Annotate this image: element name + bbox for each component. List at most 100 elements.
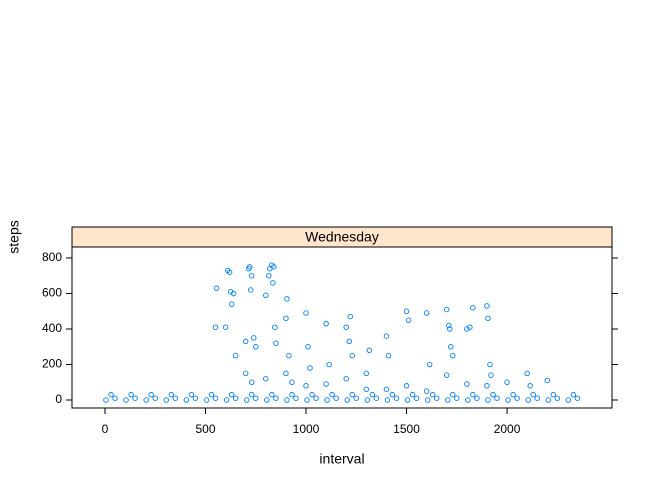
point	[433, 395, 440, 401]
point	[112, 395, 118, 401]
point	[303, 383, 309, 389]
x-tick-label: 0	[102, 422, 109, 436]
point	[465, 397, 471, 403]
point	[248, 379, 255, 386]
point	[393, 395, 400, 401]
point	[505, 397, 511, 403]
point	[329, 391, 335, 398]
point	[232, 395, 239, 401]
point	[353, 395, 360, 401]
point	[148, 391, 154, 398]
point	[289, 391, 295, 398]
point	[284, 296, 290, 302]
point	[574, 395, 581, 401]
point	[309, 391, 315, 398]
point	[373, 395, 380, 401]
point	[383, 386, 390, 393]
point	[565, 397, 572, 403]
point	[349, 352, 356, 359]
point	[323, 320, 329, 327]
point	[488, 372, 494, 378]
point	[143, 397, 149, 403]
point	[349, 391, 356, 398]
point	[226, 269, 233, 275]
x-axis-label: interval	[319, 451, 364, 467]
x-tick-label: 500	[195, 422, 215, 436]
y-axis-label: steps	[6, 220, 22, 253]
point	[313, 395, 319, 401]
point	[213, 285, 220, 291]
point	[467, 324, 473, 330]
point	[484, 383, 490, 389]
point	[246, 264, 253, 270]
point	[554, 395, 561, 401]
point	[248, 273, 255, 279]
point	[443, 372, 450, 378]
x-tick-label: 1000	[293, 422, 320, 436]
point	[228, 301, 235, 307]
point	[263, 375, 269, 382]
point	[304, 397, 310, 403]
y-tick-label: 800	[42, 250, 62, 264]
point	[447, 326, 453, 332]
point	[450, 352, 456, 359]
point	[248, 391, 255, 398]
point	[363, 386, 370, 393]
point	[369, 391, 376, 398]
point	[183, 397, 190, 403]
point	[448, 344, 454, 350]
point	[307, 365, 313, 371]
point	[273, 395, 279, 401]
y-tick-label: 400	[42, 321, 62, 335]
point	[283, 370, 289, 377]
point	[404, 397, 411, 403]
point	[364, 397, 371, 403]
point	[423, 388, 430, 394]
point	[343, 375, 349, 382]
point	[405, 317, 412, 323]
panel	[71, 246, 613, 409]
point	[384, 397, 391, 403]
point	[324, 397, 330, 403]
point	[152, 395, 158, 401]
point	[485, 397, 491, 403]
point	[286, 352, 292, 359]
point	[253, 395, 259, 401]
point	[326, 361, 332, 368]
point	[383, 333, 390, 339]
point	[446, 322, 452, 329]
point	[570, 391, 577, 398]
point	[544, 377, 551, 384]
y-tick-label: 600	[42, 286, 62, 300]
point	[250, 335, 257, 341]
point	[172, 395, 179, 401]
point	[485, 315, 491, 322]
point	[450, 391, 456, 398]
point	[270, 280, 276, 286]
point	[527, 383, 533, 389]
point	[223, 397, 230, 403]
point	[243, 397, 250, 403]
point	[264, 397, 270, 403]
point	[504, 379, 510, 386]
point	[272, 324, 278, 330]
point	[366, 347, 373, 354]
point	[524, 370, 530, 377]
point	[426, 361, 433, 368]
point	[444, 397, 451, 403]
point	[132, 395, 138, 401]
point	[253, 344, 259, 350]
point	[464, 381, 470, 387]
point	[385, 352, 392, 359]
point	[525, 397, 531, 403]
point	[323, 381, 329, 387]
point	[212, 395, 219, 401]
point	[470, 391, 476, 398]
point	[514, 395, 520, 401]
point	[545, 397, 552, 403]
point	[108, 391, 114, 398]
point	[208, 391, 215, 398]
point	[212, 324, 219, 330]
point	[247, 287, 254, 293]
